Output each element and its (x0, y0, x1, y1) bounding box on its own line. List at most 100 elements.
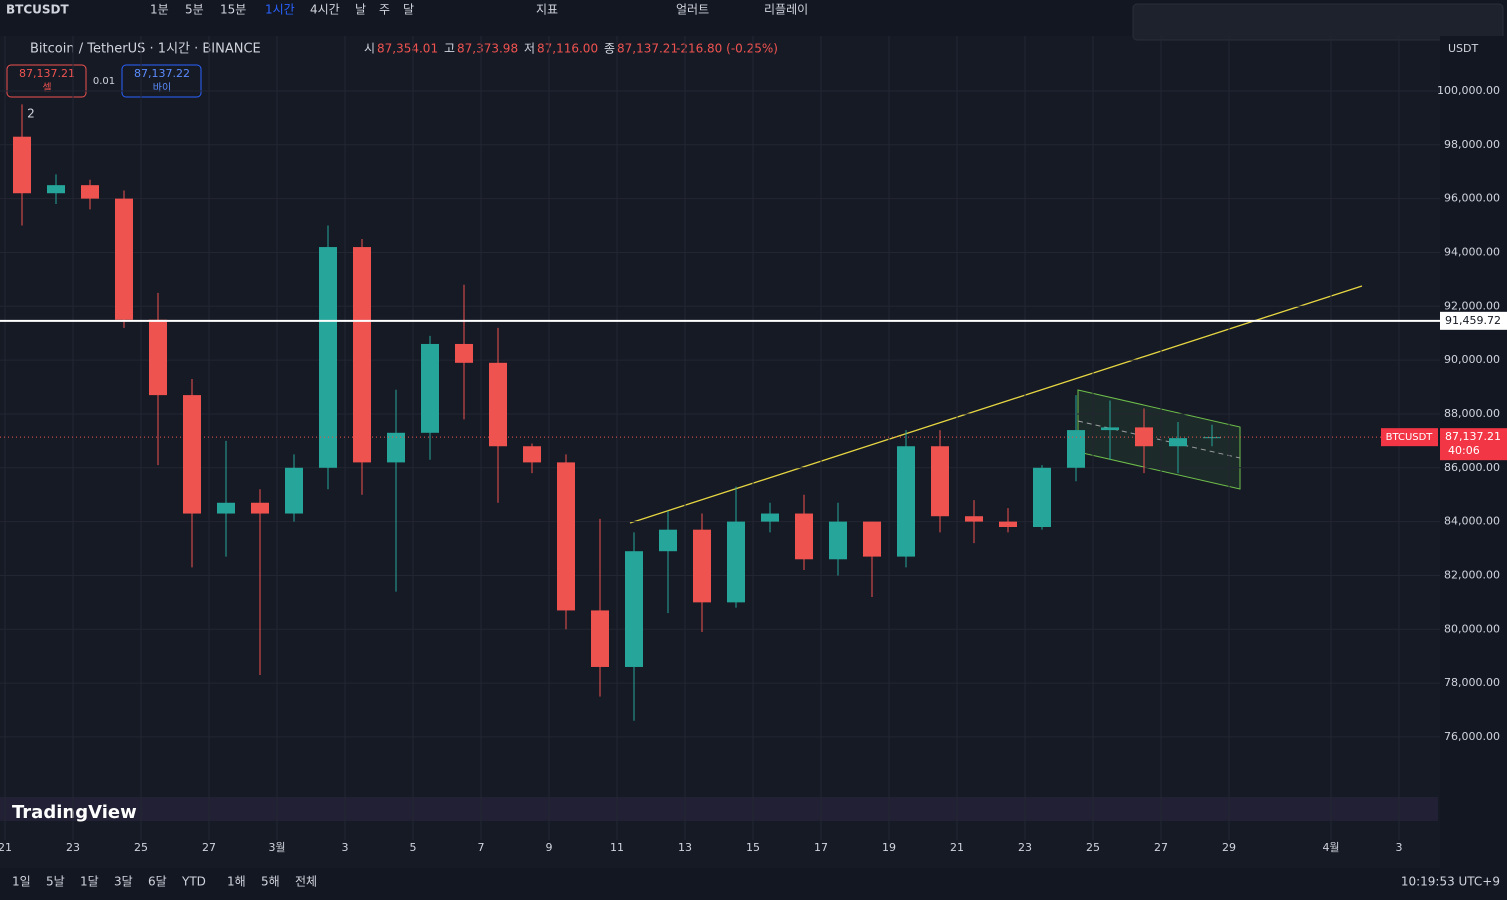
range-button[interactable]: 3달 (114, 875, 133, 889)
candle-body (591, 610, 609, 667)
x-tick-label: 4월 (1322, 841, 1339, 854)
candle-body (931, 446, 949, 517)
symbol-tag: BTCUSDT (1386, 432, 1434, 443)
candle-body (1033, 467, 1051, 527)
range-button[interactable]: 전체 (295, 875, 317, 889)
candle-body (795, 513, 813, 560)
replay-button[interactable]: 리플레이 (764, 3, 808, 17)
interval-button[interactable]: 15분 (220, 3, 246, 17)
range-button[interactable]: 6달 (148, 875, 167, 889)
candle-body (115, 198, 133, 320)
ohlc-value: 87,373.98 (457, 42, 518, 56)
candle-body (455, 343, 473, 363)
x-tick-label: 9 (546, 841, 553, 854)
sell-label: 셀 (42, 82, 51, 94)
alert-button[interactable]: 얼러트 (676, 3, 709, 17)
sell-price: 87,137.21 (19, 67, 75, 80)
ohlc-label: 저 (524, 42, 535, 56)
candle-body (659, 529, 677, 552)
x-tick-label: 25 (134, 841, 148, 854)
candle-body (1067, 430, 1085, 468)
y-tick-label: 100,000.00 (1437, 84, 1500, 97)
buy-label: 바이 (153, 82, 171, 94)
range-button[interactable]: 5날 (46, 875, 65, 889)
ohlc-label: 고 (444, 42, 455, 56)
indicators-button[interactable]: 지표 (536, 3, 558, 17)
y-tick-label: 86,000.00 (1444, 461, 1500, 474)
interval-button[interactable]: 1시간 (265, 3, 295, 17)
range-button[interactable]: 1일 (12, 875, 31, 889)
trendline (629, 285, 1363, 524)
x-tick-label: 25 (1086, 841, 1100, 854)
candle-body (47, 185, 65, 194)
candle-body (319, 247, 337, 468)
rsi-band (0, 797, 1438, 821)
drawing-toolbar (1132, 3, 1504, 41)
indicator-count[interactable]: 2 (27, 107, 35, 121)
bottom-bar (0, 868, 1507, 896)
x-tick-label: 29 (1222, 841, 1236, 854)
x-tick-label: 27 (202, 841, 216, 854)
sell-box[interactable] (6, 64, 87, 98)
y-tick-label: 90,000.00 (1444, 353, 1500, 366)
interval-button[interactable]: 달 (403, 3, 414, 17)
ohlc-label: 시 (364, 42, 375, 56)
range-button[interactable]: YTD (181, 875, 206, 889)
last-price-tag (1440, 428, 1507, 461)
interval-button[interactable]: 주 (379, 3, 390, 17)
last-price-label: 87,137.21 (1445, 430, 1501, 443)
x-tick-label: 7 (478, 841, 485, 854)
candle-body (897, 446, 915, 557)
symbol[interactable]: BTCUSDT (6, 3, 69, 17)
x-tick-label: 3 (1396, 841, 1403, 854)
x-tick-label: 3월 (268, 841, 285, 854)
channel-mid (1077, 420, 1241, 459)
symbol-tag-bg (1381, 428, 1438, 447)
candle-body (965, 516, 983, 522)
candle-body (489, 362, 507, 447)
candle-body (183, 395, 201, 514)
interval-button[interactable]: 5분 (185, 3, 204, 17)
hline-tag (1440, 311, 1507, 330)
candle-body (421, 343, 439, 433)
countdown: 40:06 (1448, 444, 1480, 457)
interval-button[interactable]: 1분 (150, 3, 169, 17)
candle-body (285, 467, 303, 514)
candle-body (727, 521, 745, 603)
x-tick-label: 17 (814, 841, 828, 854)
x-tick-label: 21 (950, 841, 964, 854)
y-tick-label: 84,000.00 (1444, 515, 1500, 528)
candle-body (1203, 437, 1221, 439)
legend-title: Bitcoin / TetherUS · 1시간 · BINANCE (30, 42, 261, 57)
x-tick-label: 15 (746, 841, 760, 854)
ohlc-label: 종 (604, 42, 615, 56)
candle-body (625, 551, 643, 667)
x-tick-label: 11 (610, 841, 624, 854)
legend-change: -216.80 (-0.25%) (676, 42, 778, 56)
candle-body (1101, 427, 1119, 431)
currency[interactable]: USDT (1448, 42, 1479, 55)
ohlc-value: 87,116.00 (537, 42, 598, 56)
candle-body (81, 185, 99, 199)
hline-label: 91,459.72 (1445, 314, 1501, 327)
range-button[interactable]: 1달 (80, 875, 99, 889)
candle-body (251, 502, 269, 514)
buy-box[interactable] (121, 64, 202, 98)
y-tick-label: 82,000.00 (1444, 568, 1500, 581)
clock: 10:19:53 UTC+9 (1401, 875, 1500, 889)
candle-body (149, 319, 167, 396)
range-button[interactable]: 5해 (261, 875, 280, 889)
x-tick-label: 21 (0, 841, 12, 854)
candle-body (217, 502, 235, 514)
x-tick-label: 23 (66, 841, 80, 854)
interval-button[interactable]: 날 (355, 3, 366, 17)
candle-body (557, 462, 575, 611)
y-tick-label: 80,000.00 (1444, 622, 1500, 635)
ohlc-value: 87,137.21 (617, 42, 678, 56)
candle-body (693, 529, 711, 603)
interval-button[interactable]: 4시간 (310, 3, 340, 17)
candle-body (1169, 438, 1187, 447)
range-button[interactable]: 1해 (227, 875, 246, 889)
